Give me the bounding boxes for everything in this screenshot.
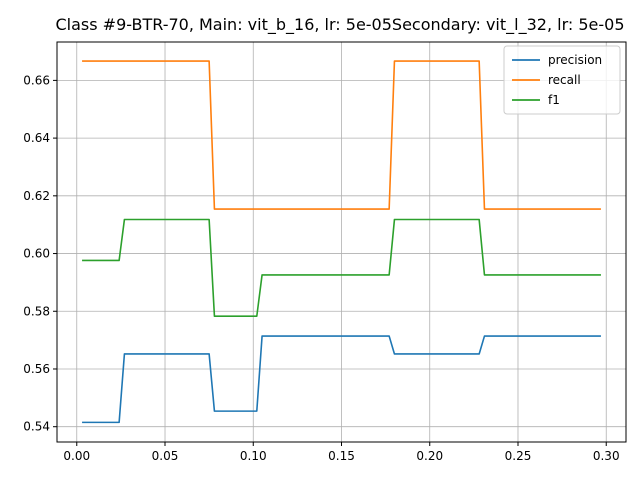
series-line-recall bbox=[82, 60, 601, 210]
y-tick-label: 0.56 bbox=[23, 362, 50, 376]
series-line-precision bbox=[82, 335, 601, 424]
y-tick-label: 0.66 bbox=[23, 73, 50, 87]
chart-title: Class #9-BTR-70, Main: vit_b_16, lr: 5e-… bbox=[56, 15, 625, 35]
y-tick-label: 0.58 bbox=[23, 304, 50, 318]
x-tick-label: 0.20 bbox=[416, 449, 443, 463]
legend: precision recall f1 bbox=[503, 45, 621, 115]
x-tick-label: 0.00 bbox=[63, 449, 90, 463]
y-tick-label: 0.64 bbox=[23, 131, 50, 145]
x-tick-label: 0.15 bbox=[328, 449, 355, 463]
y-tick-label: 0.62 bbox=[23, 189, 50, 203]
x-tick-label: 0.25 bbox=[505, 449, 532, 463]
y-tick-label: 0.60 bbox=[23, 247, 50, 261]
x-axis: 0.00 0.05 0.10 0.15 0.20 0.25 0.30 bbox=[63, 442, 620, 463]
legend-label-precision: precision bbox=[548, 53, 602, 67]
x-tick-label: 0.30 bbox=[593, 449, 620, 463]
x-tick-label: 0.10 bbox=[240, 449, 267, 463]
series-lines bbox=[82, 60, 601, 424]
series-line-f1 bbox=[82, 218, 601, 317]
y-axis: 0.54 0.56 0.58 0.60 0.62 0.64 0.66 bbox=[23, 73, 57, 434]
legend-label-recall: recall bbox=[548, 73, 581, 87]
y-tick-label: 0.54 bbox=[23, 420, 50, 434]
x-tick-label: 0.05 bbox=[152, 449, 179, 463]
legend-box bbox=[503, 45, 621, 115]
legend-label-f1: f1 bbox=[548, 93, 560, 107]
